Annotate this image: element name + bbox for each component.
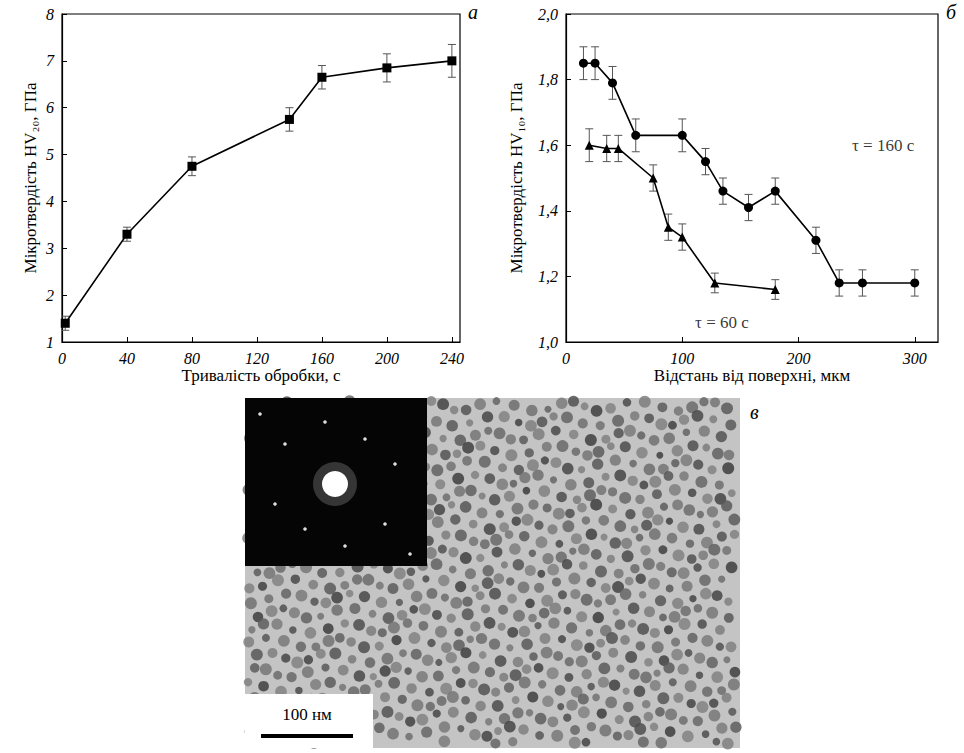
svg-text:1,0: 1,0 <box>538 334 558 351</box>
svg-text:2: 2 <box>46 287 54 304</box>
svg-text:200: 200 <box>787 350 811 367</box>
svg-text:Тривалість обробки, с: Тривалість обробки, с <box>181 366 341 385</box>
svg-text:τ = 60 с: τ = 60 с <box>695 313 749 332</box>
svg-text:Мікротвердість HV₂₀, ГПа: Мікротвердість HV₂₀, ГПа <box>21 82 40 273</box>
svg-text:τ = 160 с: τ = 160 с <box>852 136 915 155</box>
svg-text:2,0: 2,0 <box>538 6 558 23</box>
svg-text:200: 200 <box>375 350 399 367</box>
svg-text:5: 5 <box>46 146 54 163</box>
svg-text:160: 160 <box>310 350 334 367</box>
svg-text:1,8: 1,8 <box>538 71 558 88</box>
svg-text:8: 8 <box>46 6 54 23</box>
svg-text:80: 80 <box>184 350 200 367</box>
svg-text:б: б <box>946 1 957 23</box>
svg-text:7: 7 <box>46 52 55 69</box>
svg-text:а: а <box>468 1 478 23</box>
svg-text:300: 300 <box>902 350 927 367</box>
svg-text:240: 240 <box>440 350 464 367</box>
svg-text:1,4: 1,4 <box>538 202 558 219</box>
svg-text:120: 120 <box>245 350 269 367</box>
svg-text:1: 1 <box>46 334 54 351</box>
svg-text:6: 6 <box>46 99 54 116</box>
svg-text:0: 0 <box>58 350 66 367</box>
svg-text:1,6: 1,6 <box>538 137 558 154</box>
svg-text:Мікротвердість HV₁₀, ГПа: Мікротвердість HV₁₀, ГПа <box>507 82 526 273</box>
svg-text:3: 3 <box>45 240 54 257</box>
svg-text:в: в <box>750 401 759 423</box>
svg-text:100: 100 <box>670 350 694 367</box>
svg-text:40: 40 <box>119 350 135 367</box>
svg-text:Відстань від поверхні, мкм: Відстань від поверхні, мкм <box>654 366 851 385</box>
svg-text:1,2: 1,2 <box>538 268 558 285</box>
svg-text:0: 0 <box>562 350 570 367</box>
svg-text:100 нм: 100 нм <box>282 705 332 724</box>
svg-text:4: 4 <box>46 193 54 210</box>
